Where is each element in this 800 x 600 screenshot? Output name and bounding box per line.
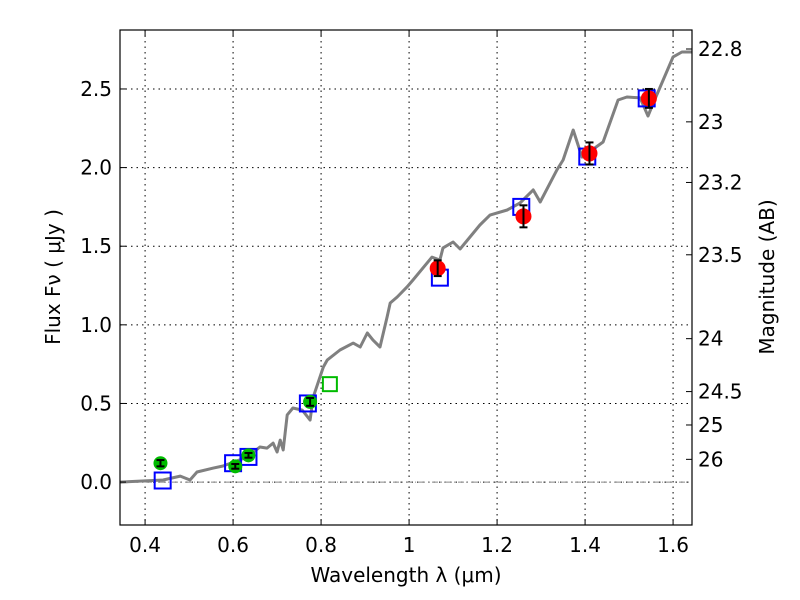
y-axis-label: Flux Fν ( μJy ) <box>41 209 65 345</box>
right-tick-label: 24 <box>698 327 723 351</box>
right-tick-label: 25 <box>698 413 723 437</box>
model-square <box>153 471 172 490</box>
grid <box>120 30 692 525</box>
x-axis-label: Wavelength λ (μm) <box>310 563 501 587</box>
x-tick-label: 0.6 <box>217 533 249 557</box>
y-tick-label: 0.0 <box>80 470 112 494</box>
right-tick-label: 22.8 <box>698 37 743 61</box>
x-tick-label: 1.2 <box>481 533 513 557</box>
x-tick-label: 1.6 <box>657 533 689 557</box>
y-tick-label: 2.0 <box>80 156 112 180</box>
axes-frame <box>119 29 693 526</box>
ticks: 0.4 0.6 0.8 1 1.2 1.4 1.6 0.0 0.5 1.0 1.5 2.0 2.5 22.… <box>80 30 743 557</box>
x-tick-label: 0.8 <box>305 533 337 557</box>
right-tick-label: 24.5 <box>698 380 743 404</box>
right-tick-label: 23.5 <box>698 243 743 267</box>
y-tick-label: 1.0 <box>80 313 112 337</box>
x-tick-label: 1 <box>403 533 416 557</box>
right-tick-label: 23.2 <box>698 170 743 194</box>
right-tick-label: 26 <box>698 447 723 471</box>
x-tick-label: 1.4 <box>569 533 601 557</box>
x-tick-label: 0.4 <box>129 533 161 557</box>
right-axis-label: Magnitude (AB) <box>755 199 779 354</box>
plot-area <box>119 50 692 490</box>
y-tick-label: 1.5 <box>80 234 112 258</box>
right-tick-label: 23 <box>698 110 723 134</box>
model-square <box>321 376 338 393</box>
spectrum-line <box>119 50 692 484</box>
y-tick-label: 2.5 <box>80 77 112 101</box>
y-tick-label: 0.5 <box>80 391 112 415</box>
